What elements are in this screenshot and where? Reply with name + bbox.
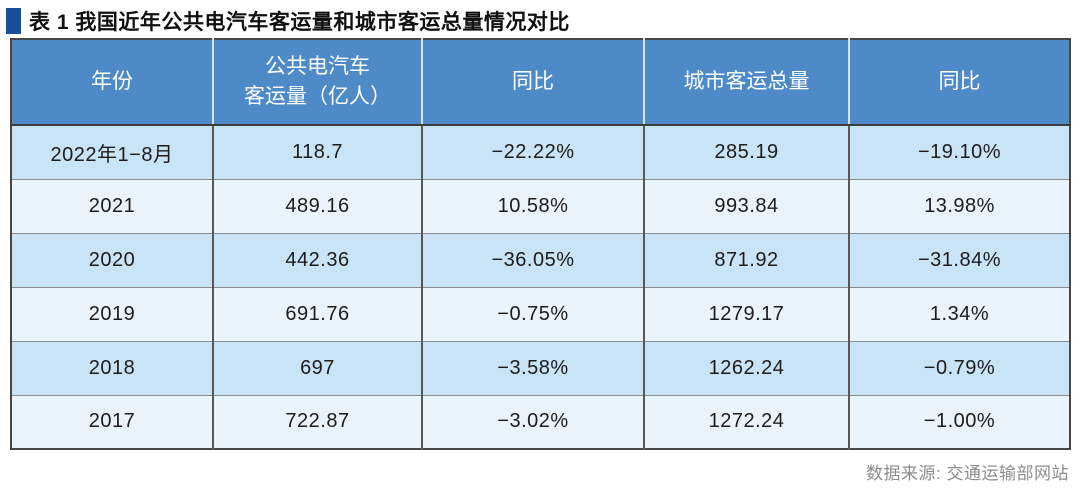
cell-bus-volume: 442.36 (212, 232, 422, 287)
cell-bus-volume: 697 (212, 340, 422, 395)
table-caption: 表 1 我国近年公共电汽车客运量和城市客运总量情况对比 (29, 10, 570, 34)
cell-city-yoy: −1.00% (848, 394, 1070, 449)
cell-city-total: 993.84 (643, 178, 849, 233)
cell-bus-volume: 489.16 (212, 178, 422, 233)
cell-year: 2021 (11, 178, 213, 233)
cell-bus-yoy: −3.58% (421, 340, 644, 395)
data-table: 年份 公共电汽车 客运量（亿人） 同比 城市客运总量 同比 2022年1−8月 … (10, 38, 1071, 450)
column-header-bus-yoy: 同比 (421, 39, 644, 126)
column-header-city-yoy: 同比 (848, 39, 1070, 126)
cell-year: 2022年1−8月 (11, 124, 213, 179)
cell-bus-yoy: −0.75% (421, 286, 644, 341)
column-header-bus-volume: 公共电汽车 客运量（亿人） (212, 39, 422, 126)
cell-city-total: 1279.17 (643, 286, 849, 341)
table-row: 2018 697 −3.58% 1262.24 −0.79% (11, 340, 1070, 395)
cell-city-total: 871.92 (643, 232, 849, 287)
cell-city-total: 1272.24 (643, 394, 849, 449)
caption-marker (6, 7, 21, 34)
data-source-note: 数据来源: 交通运输部网站 (866, 464, 1069, 483)
cell-city-total: 1262.24 (643, 340, 849, 395)
cell-city-yoy: 1.34% (848, 286, 1070, 341)
table-row: 2021 489.16 10.58% 993.84 13.98% (11, 178, 1070, 233)
cell-city-yoy: 13.98% (848, 178, 1070, 233)
cell-bus-yoy: −3.02% (421, 394, 644, 449)
cell-bus-volume: 118.7 (212, 124, 422, 179)
table-caption-row: 表 1 我国近年公共电汽车客运量和城市客运总量情况对比 (0, 0, 1080, 34)
cell-year: 2020 (11, 232, 213, 287)
cell-city-yoy: −31.84% (848, 232, 1070, 287)
cell-city-yoy: −0.79% (848, 340, 1070, 395)
table-row: 2017 722.87 −3.02% 1272.24 −1.00% (11, 394, 1070, 449)
cell-year: 2017 (11, 394, 213, 449)
cell-year: 2019 (11, 286, 213, 341)
table-row: 2022年1−8月 118.7 −22.22% 285.19 −19.10% (11, 124, 1070, 179)
cell-year: 2018 (11, 340, 213, 395)
cell-city-yoy: −19.10% (848, 124, 1070, 179)
column-header-city-total: 城市客运总量 (643, 39, 849, 126)
cell-bus-yoy: 10.58% (421, 178, 644, 233)
cell-bus-yoy: −22.22% (421, 124, 644, 179)
cell-city-total: 285.19 (643, 124, 849, 179)
column-header-year: 年份 (11, 39, 213, 126)
cell-bus-volume: 722.87 (212, 394, 422, 449)
cell-bus-volume: 691.76 (212, 286, 422, 341)
header-row: 年份 公共电汽车 客运量（亿人） 同比 城市客运总量 同比 (11, 39, 1070, 126)
cell-bus-yoy: −36.05% (421, 232, 644, 287)
table-row: 2020 442.36 −36.05% 871.92 −31.84% (11, 232, 1070, 287)
table-row: 2019 691.76 −0.75% 1279.17 1.34% (11, 286, 1070, 341)
